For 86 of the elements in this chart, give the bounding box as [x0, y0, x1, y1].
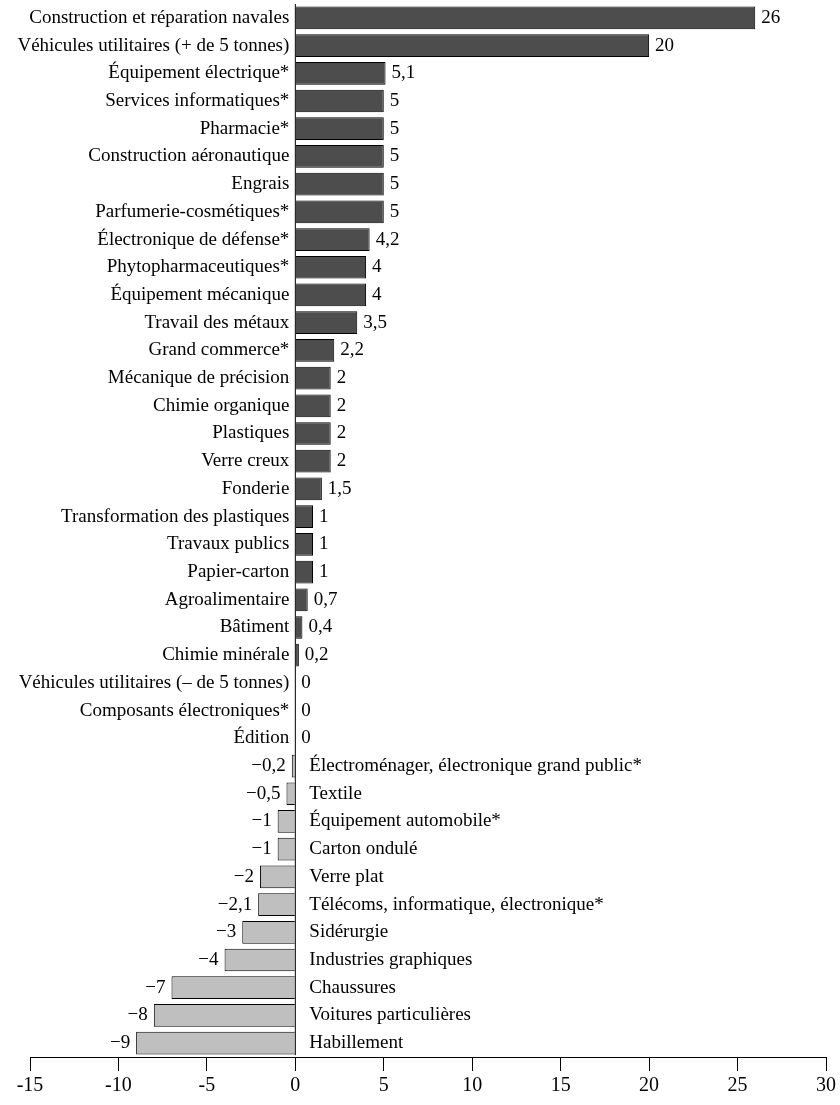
data-label: 4 — [372, 255, 383, 277]
data-label: 5,1 — [391, 61, 416, 83]
y-tick-label: Équipement mécanique — [110, 282, 290, 304]
data-label: 3,5 — [363, 310, 387, 332]
x-tick-label: -10 — [105, 1073, 132, 1096]
data-label: 2 — [336, 393, 347, 415]
y-tick-label: Verre creux — [201, 449, 290, 471]
data-label: 5 — [389, 199, 400, 221]
data-label: −2 — [233, 864, 254, 886]
data-label: 20 — [655, 33, 675, 55]
y-tick-label: Construction et réparation navales — [29, 5, 290, 27]
y-tick-label: Véhicules utilitaires (– de 5 tonnes) — [18, 670, 290, 693]
y-tick-label: Pharmacie* — [199, 116, 290, 138]
data-label: 5 — [389, 144, 400, 166]
data-label: −0,2 — [251, 754, 286, 776]
y-tick-label: Travail des métaux — [144, 310, 290, 332]
data-label: 2 — [336, 421, 347, 443]
data-label: 4 — [372, 282, 383, 304]
y-tick-label: Industries graphiques — [309, 948, 473, 969]
y-tick-label: Parfumerie-cosmétiques* — [95, 199, 290, 221]
y-tick-label: Fonderie — [221, 476, 290, 498]
y-tick-label: Travaux publics — [167, 532, 290, 554]
y-tick-label: Habillement — [309, 1031, 404, 1053]
y-tick-label: Chaussures — [309, 975, 396, 997]
y-tick-label: Papier-carton — [187, 560, 290, 582]
y-tick-label: Chimie organique — [153, 393, 290, 415]
x-tick-label: 10 — [462, 1073, 483, 1096]
data-label: 1,5 — [327, 476, 352, 498]
y-tick-label: Transformation des plastiques — [60, 504, 290, 526]
data-label: −1 — [251, 837, 272, 859]
y-tick-label: Verre plat — [309, 864, 385, 886]
data-label: 1 — [319, 560, 329, 582]
y-tick-label: Grand commerce* — [148, 338, 290, 360]
y-tick-label: Équipement automobile* — [309, 809, 501, 831]
data-label: 26 — [761, 5, 781, 27]
data-label: 5 — [389, 88, 400, 110]
y-tick-label: Véhicules utilitaires (+ de 5 tonnes) — [17, 33, 290, 56]
x-tick-label: 25 — [727, 1073, 748, 1096]
y-tick-label: Électronique de défense* — [97, 227, 290, 249]
y-tick-label: Édition — [233, 726, 290, 748]
data-label: 0 — [301, 698, 311, 720]
y-tick-label: Plastiques — [212, 421, 290, 443]
data-label: 5 — [389, 116, 400, 138]
data-label: −0,5 — [246, 781, 281, 803]
y-tick-label: Textile — [309, 781, 362, 803]
data-label: 1 — [319, 504, 329, 526]
data-label: 0 — [301, 726, 311, 748]
y-tick-label: Engrais — [231, 172, 290, 194]
data-label: 2 — [336, 449, 347, 471]
x-tick-label: -15 — [16, 1073, 44, 1096]
y-tick-label: Bâtiment — [219, 615, 291, 637]
x-tick-label: 20 — [639, 1073, 660, 1096]
y-tick-label: Voitures particulières — [309, 1003, 471, 1025]
data-label: −9 — [109, 1031, 131, 1053]
data-label: −2,1 — [217, 892, 253, 914]
data-label: −8 — [127, 1003, 148, 1025]
y-tick-label: Construction aéronautique — [88, 144, 290, 166]
data-label: 0 — [301, 670, 311, 692]
y-tick-label: Équipement électrique* — [108, 61, 290, 83]
data-label: −3 — [216, 920, 237, 942]
x-tick-label: 5 — [378, 1073, 389, 1096]
x-tick-label: 0 — [290, 1073, 301, 1096]
data-label: 5 — [389, 172, 400, 194]
y-tick-label: Électroménager, électronique grand public* — [309, 754, 642, 776]
data-label: −4 — [198, 948, 220, 969]
y-tick-label: Chimie minérale — [162, 643, 290, 665]
data-label: 1 — [319, 532, 329, 554]
data-label: −7 — [145, 975, 166, 997]
data-label: −1 — [251, 809, 272, 831]
y-tick-label: Composants électroniques* — [79, 698, 290, 720]
data-label: 2,2 — [340, 338, 364, 360]
y-tick-label: Phytopharmaceutiques* — [106, 255, 290, 277]
data-label: 0,7 — [313, 587, 338, 609]
x-tick-label: 30 — [816, 1073, 836, 1096]
data-label: 2 — [336, 366, 347, 388]
data-label: 0,4 — [308, 615, 333, 637]
x-tick-label: 15 — [550, 1073, 571, 1096]
data-label: 4,2 — [375, 227, 400, 249]
y-tick-label: Services informatiques* — [105, 88, 290, 110]
y-tick-label: Carton ondulé — [309, 837, 418, 859]
y-tick-label: Télécoms, informatique, électronique* — [309, 892, 604, 914]
y-tick-label: Agroalimentaire — [164, 587, 290, 609]
x-tick-label: -5 — [198, 1073, 216, 1096]
y-tick-label: Sidérurgie — [309, 920, 389, 942]
data-label: 0,2 — [304, 643, 329, 665]
y-tick-label: Mécanique de précision — [107, 366, 290, 388]
